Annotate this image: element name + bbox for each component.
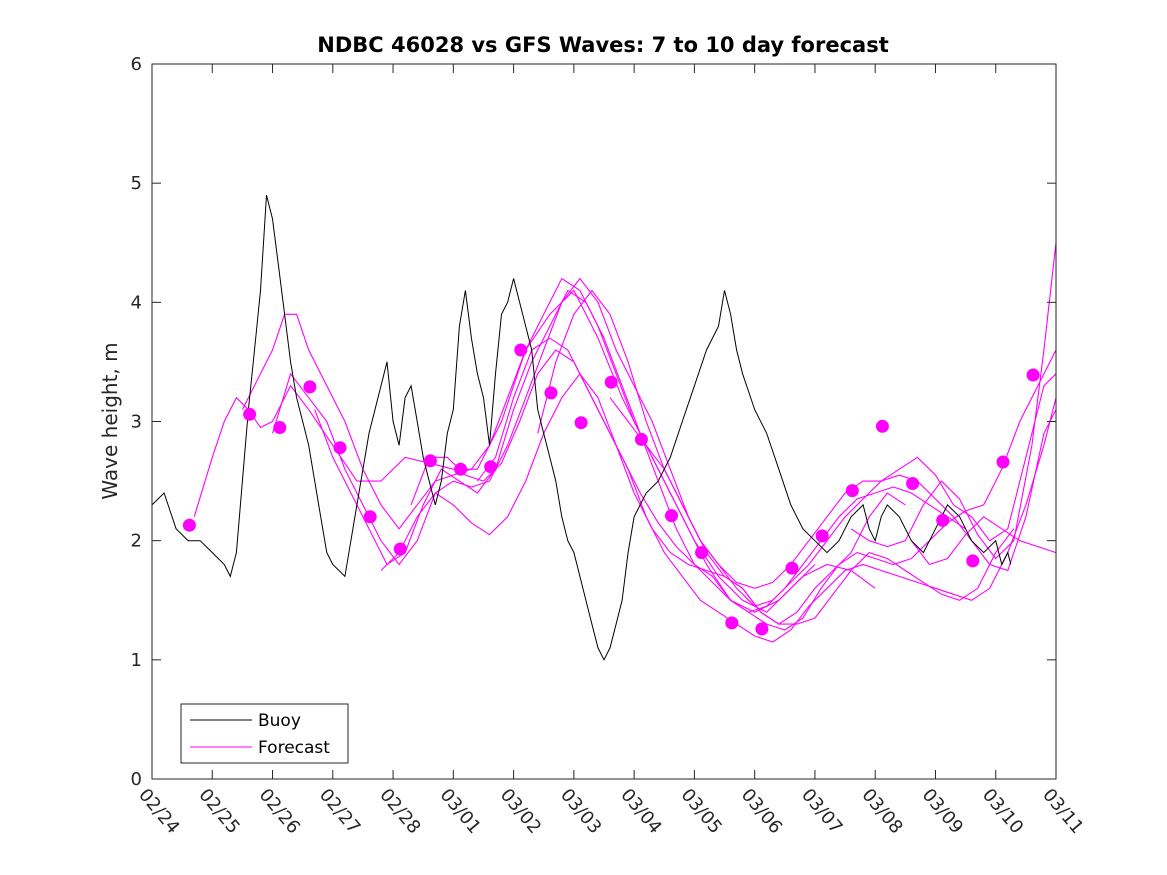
- forecast-point-25: [936, 513, 950, 527]
- legend-label-forecast: Forecast: [258, 738, 330, 758]
- y-tick-label: 2: [131, 531, 142, 552]
- forecast-point-27: [996, 455, 1010, 469]
- forecast-point-18: [725, 616, 739, 630]
- forecast-point-12: [544, 386, 558, 400]
- y-tick-label: 4: [131, 292, 142, 313]
- forecast-point-7: [393, 542, 407, 556]
- y-tick-label: 1: [131, 650, 142, 671]
- forecast-run-line-11: [910, 516, 1057, 566]
- y-tick-label: 0: [131, 769, 142, 790]
- legend-label-buoy: Buoy: [258, 711, 301, 731]
- forecast-point-24: [906, 477, 920, 490]
- series-layer: [151, 194, 1057, 661]
- forecast-point-14: [604, 375, 618, 389]
- forecast-point-6: [363, 510, 377, 524]
- forecast-point-1: [182, 518, 196, 532]
- forecast-point-16: [665, 509, 678, 523]
- forecast-point-10: [484, 460, 498, 474]
- forecast-point-11: [514, 343, 528, 357]
- forecast-point-20: [785, 561, 799, 575]
- forecast-run-line-7: [476, 337, 1057, 631]
- forecast-run-line-8: [537, 289, 1057, 589]
- forecast-point-26: [966, 554, 980, 568]
- forecast-point-13: [574, 416, 588, 430]
- y-tick-label: 3: [131, 412, 142, 433]
- forecast-point-9: [454, 462, 468, 476]
- legend: Buoy Forecast: [180, 703, 349, 764]
- forecast-point-4: [303, 380, 317, 394]
- forecast-point-17: [695, 546, 709, 560]
- forecast-point-3: [273, 421, 287, 434]
- forecast-point-2: [243, 407, 257, 421]
- legend-box: [180, 703, 349, 764]
- y-tick-label: 6: [131, 54, 142, 75]
- forecast-point-15: [634, 432, 648, 446]
- y-axis-label: Wave height, m: [98, 342, 122, 499]
- chart-title: NDBC 46028 vs GFS Waves: 7 to 10 day for…: [317, 33, 888, 57]
- forecast-point-23: [875, 419, 889, 433]
- forecast-run-line-9: [609, 373, 1057, 607]
- forecast-point-19: [755, 622, 769, 636]
- buoy-line: [151, 194, 1012, 661]
- y-tick-label: 5: [131, 173, 142, 194]
- forecast-point-28: [1026, 368, 1040, 382]
- forecast-run-line-10: [850, 242, 1057, 560]
- forecast-run-line-3: [271, 277, 906, 625]
- forecast-run-line-2: [241, 277, 876, 613]
- forecast-point-5: [333, 441, 347, 455]
- forecast-point-21: [815, 529, 829, 543]
- forecast-point-22: [845, 484, 859, 498]
- forecast-point-8: [423, 454, 437, 468]
